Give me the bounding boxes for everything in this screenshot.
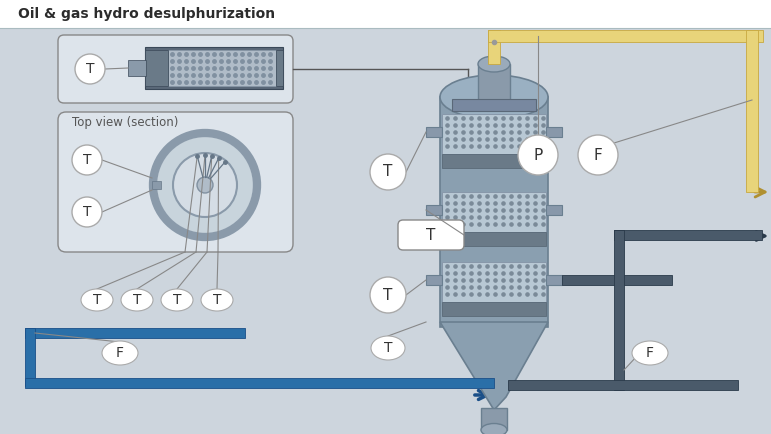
- Text: T: T: [383, 287, 392, 302]
- Ellipse shape: [481, 424, 507, 434]
- Bar: [0, 0, 771, 28]
- Text: F: F: [594, 148, 602, 162]
- Bar: [442, 232, 546, 246]
- Bar: [442, 302, 546, 316]
- Bar: [546, 127, 562, 137]
- Bar: [562, 275, 672, 285]
- Ellipse shape: [371, 336, 405, 360]
- Bar: [426, 127, 442, 137]
- Circle shape: [370, 154, 406, 190]
- Text: T: T: [86, 62, 94, 76]
- Polygon shape: [440, 322, 548, 410]
- Text: Oil & gas hydro desulphurization: Oil & gas hydro desulphurization: [18, 7, 275, 21]
- FancyBboxPatch shape: [58, 35, 293, 103]
- Circle shape: [72, 197, 102, 227]
- Text: T: T: [93, 293, 101, 307]
- Ellipse shape: [632, 341, 668, 365]
- Bar: [442, 262, 546, 302]
- Text: Top view (section): Top view (section): [72, 116, 178, 129]
- Bar: [442, 114, 546, 154]
- Bar: [442, 154, 546, 168]
- Text: P: P: [534, 148, 543, 162]
- Ellipse shape: [201, 289, 233, 311]
- Bar: [452, 99, 536, 111]
- Text: T: T: [173, 293, 181, 307]
- Bar: [746, 30, 758, 192]
- Text: T: T: [82, 205, 91, 219]
- Bar: [442, 192, 546, 232]
- Text: T: T: [82, 153, 91, 167]
- Circle shape: [518, 135, 558, 175]
- Text: F: F: [116, 346, 124, 360]
- Bar: [426, 205, 442, 215]
- Bar: [426, 275, 442, 285]
- Ellipse shape: [121, 289, 153, 311]
- Ellipse shape: [478, 56, 510, 72]
- Bar: [614, 230, 624, 390]
- Bar: [440, 97, 548, 327]
- Bar: [168, 50, 276, 86]
- Bar: [145, 50, 168, 86]
- Ellipse shape: [81, 289, 113, 311]
- Ellipse shape: [161, 289, 193, 311]
- Bar: [25, 328, 35, 386]
- Bar: [614, 230, 624, 238]
- FancyBboxPatch shape: [58, 112, 293, 252]
- Bar: [128, 60, 146, 76]
- Bar: [508, 380, 738, 390]
- Circle shape: [173, 153, 237, 217]
- Bar: [276, 50, 283, 86]
- Bar: [546, 205, 562, 215]
- Text: T: T: [384, 341, 392, 355]
- Bar: [478, 64, 510, 102]
- Circle shape: [197, 177, 213, 193]
- Bar: [614, 230, 762, 240]
- Circle shape: [75, 54, 105, 84]
- Ellipse shape: [440, 75, 548, 119]
- Bar: [145, 47, 283, 89]
- FancyBboxPatch shape: [398, 220, 464, 250]
- Text: T: T: [383, 164, 392, 180]
- Ellipse shape: [102, 341, 138, 365]
- Bar: [152, 181, 161, 189]
- Text: T: T: [213, 293, 221, 307]
- Bar: [25, 378, 494, 388]
- Bar: [25, 328, 245, 338]
- Bar: [546, 275, 562, 285]
- Bar: [481, 408, 507, 430]
- Bar: [488, 30, 763, 42]
- Circle shape: [578, 135, 618, 175]
- Bar: [488, 30, 500, 64]
- Circle shape: [157, 137, 253, 233]
- Circle shape: [370, 277, 406, 313]
- Text: T: T: [133, 293, 141, 307]
- Circle shape: [72, 145, 102, 175]
- Text: F: F: [646, 346, 654, 360]
- Text: T: T: [426, 227, 436, 243]
